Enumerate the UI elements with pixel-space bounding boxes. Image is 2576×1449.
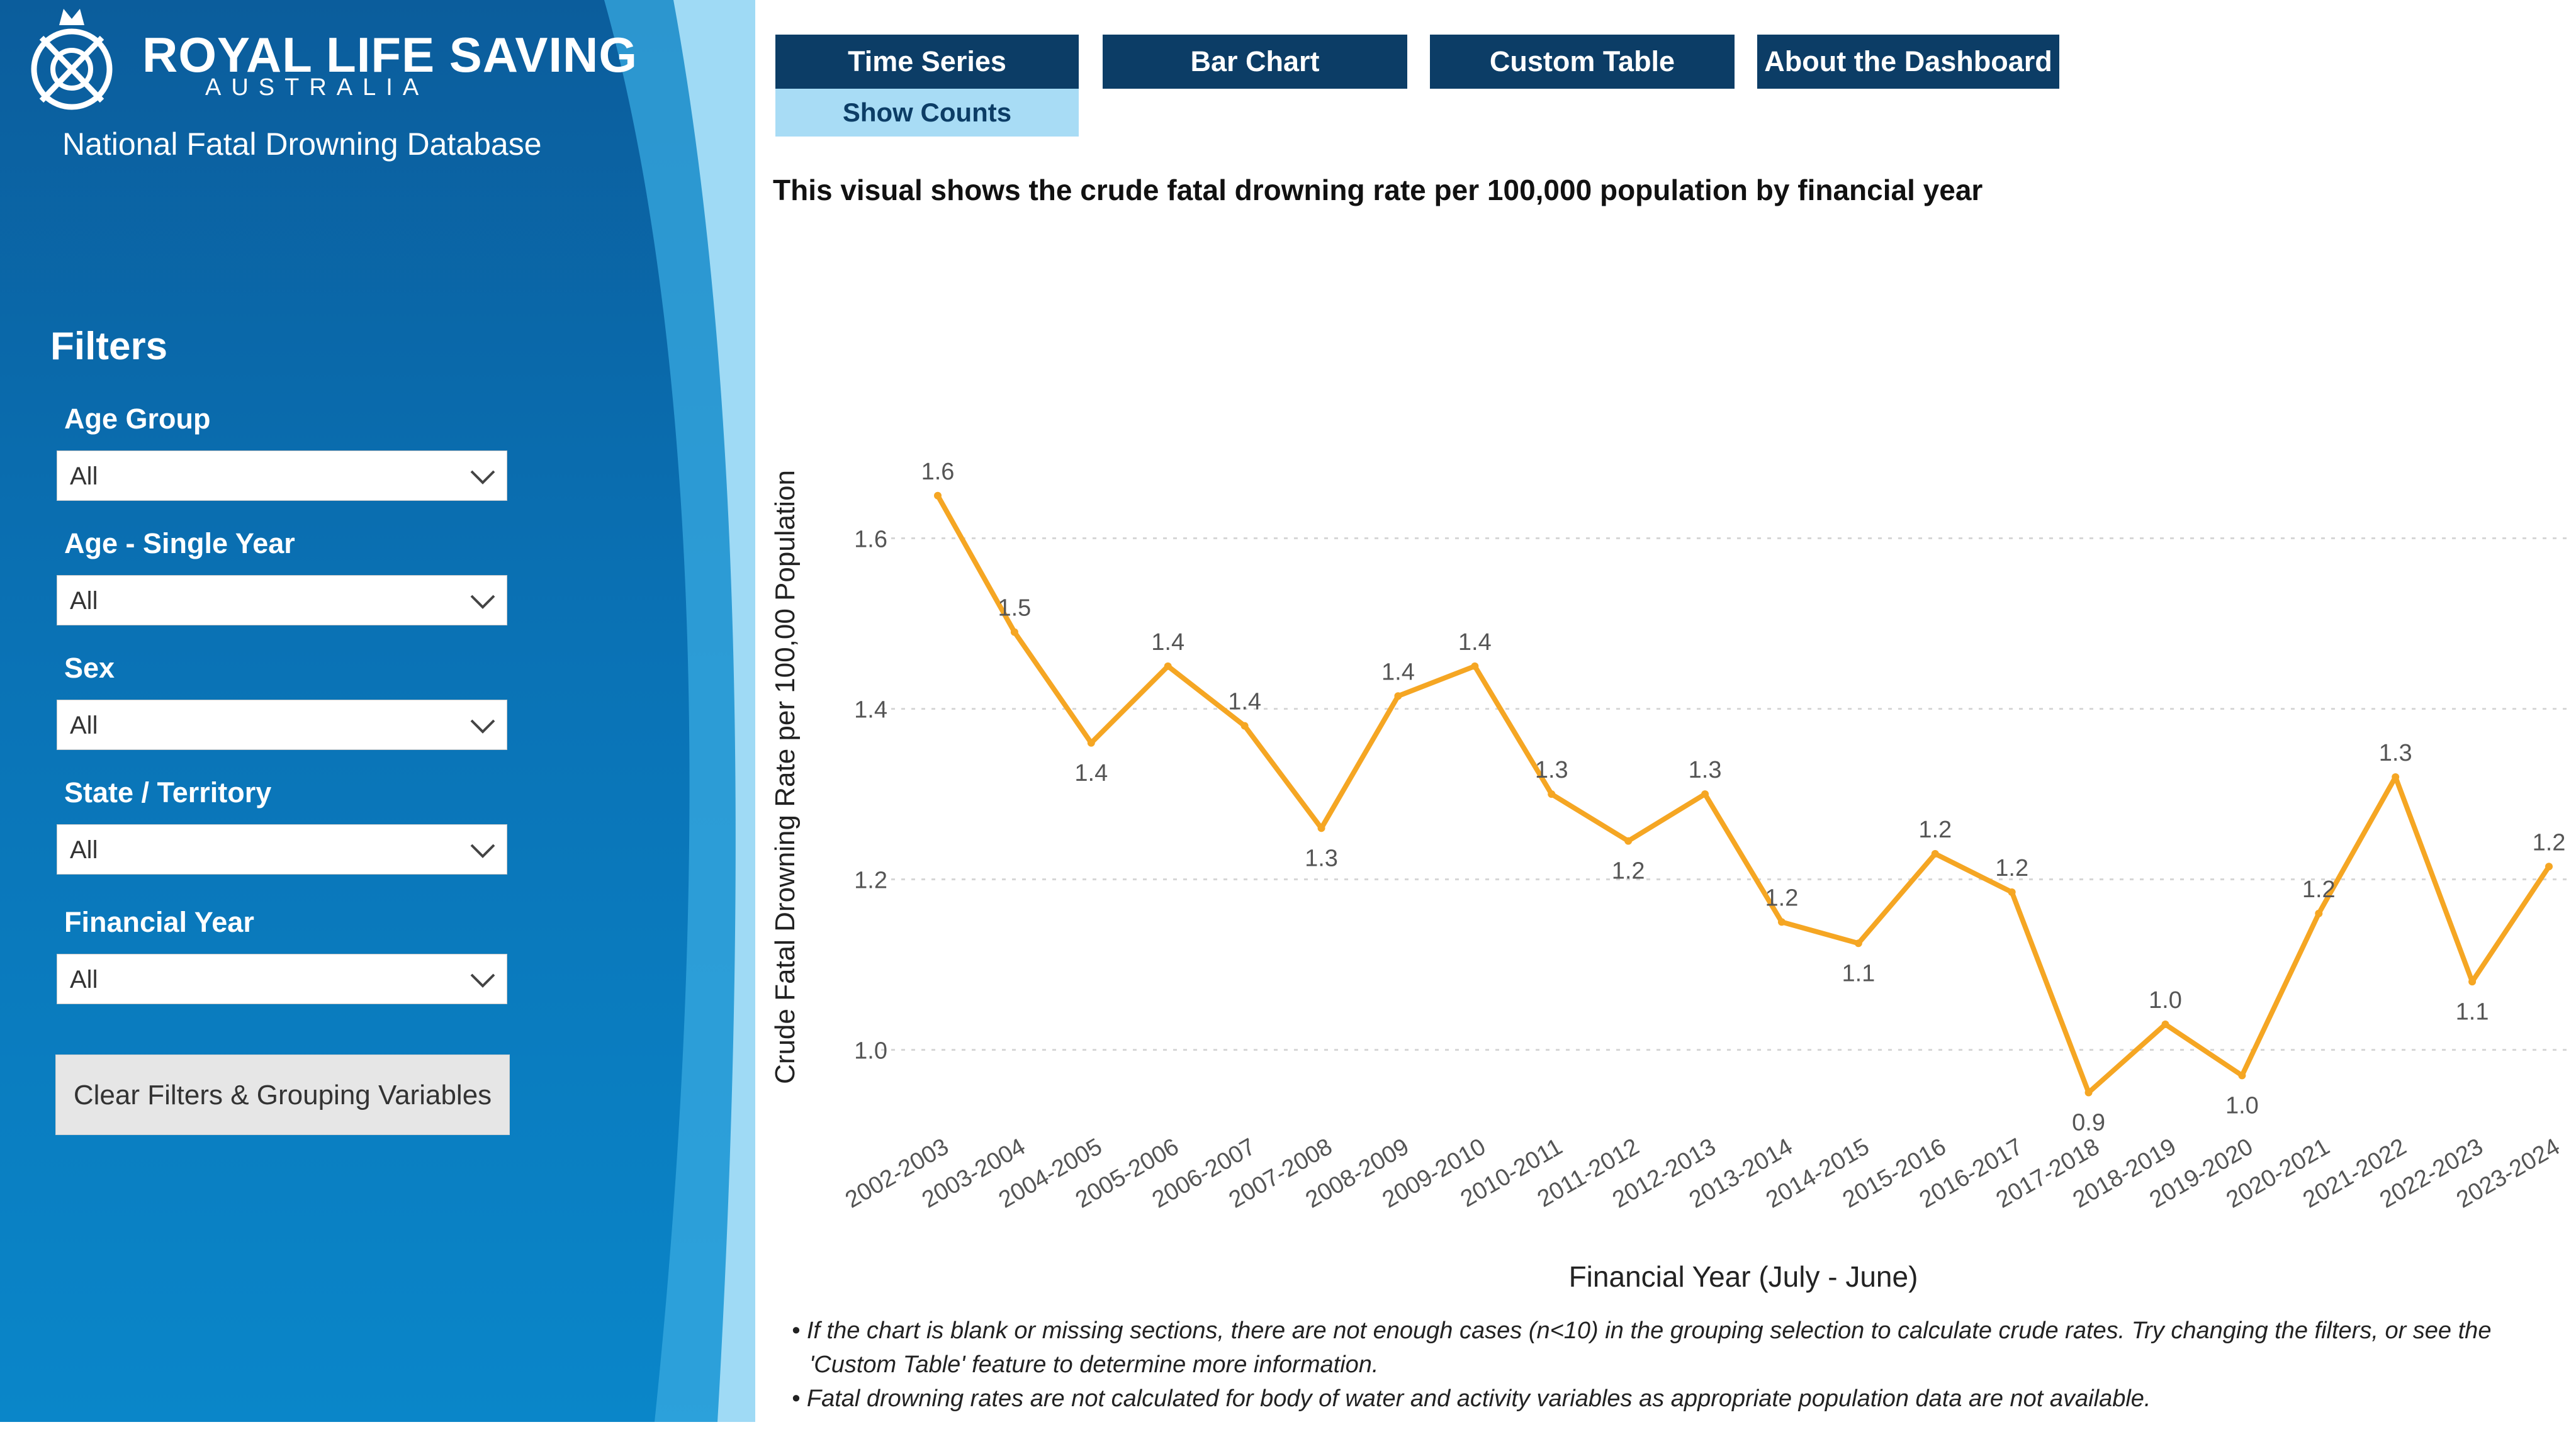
data-point (2468, 978, 2477, 986)
dropdown-value: All (70, 712, 98, 739)
chart-notes: • If the chart is blank or missing secti… (792, 1314, 2491, 1416)
data-point (934, 491, 942, 500)
data-point (1777, 918, 1786, 926)
x-axis-title: Financial Year (July - June) (1569, 1260, 1918, 1293)
tab-bar-chart[interactable]: Bar Chart (1103, 35, 1407, 89)
data-label: 1.3 (1535, 757, 1568, 783)
series-line (935, 494, 2551, 1095)
chevron-down-icon (470, 595, 495, 609)
database-name: National Fatal Drowning Database (62, 126, 542, 162)
dropdown-value: All (70, 587, 98, 615)
dropdown-value: All (70, 966, 98, 993)
data-label: 1.2 (2533, 829, 2566, 856)
data-point (1394, 692, 1402, 700)
filter-label-age-group: Age Group (64, 403, 211, 435)
data-point (1548, 790, 1556, 798)
data-point (1164, 662, 1172, 670)
filter-label-state-territory: State / Territory (64, 776, 272, 808)
filter-label-sex: Sex (64, 652, 115, 684)
data-label: 1.2 (1765, 885, 1799, 911)
data-point (1087, 739, 1095, 747)
data-label: 1.3 (2379, 740, 2412, 766)
state-territory-dropdown[interactable]: All (57, 824, 507, 875)
decorative-wave (604, 0, 755, 1422)
tab-time-series[interactable]: Time Series (775, 35, 1079, 89)
chart-description: This visual shows the crude fatal drowni… (773, 174, 1983, 206)
data-point (1931, 849, 1939, 858)
note-line: 'Custom Table' feature to determine more… (809, 1351, 1379, 1378)
y-tick-label: 1.2 (854, 868, 887, 894)
chevron-down-icon (470, 719, 495, 734)
sidebar: ROYAL LIFE SAVING AUSTRALIA National Fat… (0, 0, 755, 1422)
brand-title: ROYAL LIFE SAVING (142, 27, 638, 82)
y-axis-title: Crude Fatal Drowning Rate per 100,00 Pop… (770, 470, 801, 1084)
show-counts-button[interactable]: Show Counts (775, 89, 1079, 137)
chevron-down-icon (470, 973, 495, 988)
data-label: 1.2 (2302, 876, 2336, 903)
brand-subtitle: AUSTRALIA (205, 74, 429, 101)
data-label: 1.4 (1381, 659, 1415, 685)
data-label: 1.3 (1305, 845, 1338, 871)
clear-filters-button[interactable]: Clear Filters & Grouping Variables (55, 1055, 510, 1135)
financial-year-dropdown[interactable]: All (57, 954, 507, 1004)
data-label: 1.2 (1918, 817, 1952, 843)
data-point (2084, 1088, 2093, 1097)
tab-about-dashboard[interactable]: About the Dashboard (1757, 35, 2059, 89)
data-label: 1.0 (2149, 987, 2182, 1014)
royal-life-saving-logo-icon (23, 0, 123, 113)
dropdown-value: All (70, 836, 98, 864)
data-label: 1.4 (1151, 629, 1184, 656)
data-label: 1.1 (1842, 960, 1875, 987)
data-point (1701, 790, 1709, 798)
age-group-dropdown[interactable]: All (57, 450, 507, 501)
data-point (2161, 1021, 2169, 1029)
note-line: • If the chart is blank or missing secti… (792, 1318, 2492, 1344)
tab-custom-table[interactable]: Custom Table (1430, 35, 1735, 89)
data-point (2315, 909, 2323, 917)
data-label: 1.4 (1458, 629, 1492, 656)
age-single-year-dropdown[interactable]: All (57, 575, 507, 625)
data-label: 1.2 (1612, 858, 1645, 885)
data-label: 1.3 (1689, 757, 1722, 783)
data-point (2238, 1071, 2246, 1080)
filter-label-age-single-year: Age - Single Year (64, 527, 295, 559)
y-tick-label: 1.0 (854, 1038, 887, 1065)
data-label: 0.9 (2072, 1109, 2105, 1136)
filters-title: Filters (50, 325, 168, 368)
data-label: 1.4 (1228, 689, 1261, 715)
data-point (1317, 824, 1325, 832)
note-line: • Fatal drowning rates are not calculate… (792, 1385, 2151, 1412)
y-tick-label: 1.4 (854, 697, 887, 724)
data-point (1624, 837, 1633, 845)
data-label: 1.5 (998, 595, 1031, 622)
chevron-down-icon (470, 844, 495, 858)
data-point (2545, 863, 2553, 871)
chevron-down-icon (470, 470, 495, 484)
data-point (1010, 628, 1018, 636)
data-point (1240, 722, 1249, 730)
sex-dropdown[interactable]: All (57, 700, 507, 750)
dropdown-value: All (70, 462, 98, 490)
data-point (2392, 773, 2400, 781)
y-tick-label: 1.6 (854, 527, 887, 553)
filter-label-financial-year: Financial Year (64, 906, 254, 938)
data-label: 1.6 (921, 459, 955, 485)
data-label: 1.4 (1074, 760, 1108, 786)
data-point (1471, 662, 1479, 670)
data-point (1854, 939, 1862, 948)
data-label: 1.1 (2456, 999, 2489, 1025)
data-label: 1.0 (2225, 1092, 2259, 1119)
data-point (2008, 888, 2016, 896)
data-label: 1.2 (1995, 855, 2028, 881)
